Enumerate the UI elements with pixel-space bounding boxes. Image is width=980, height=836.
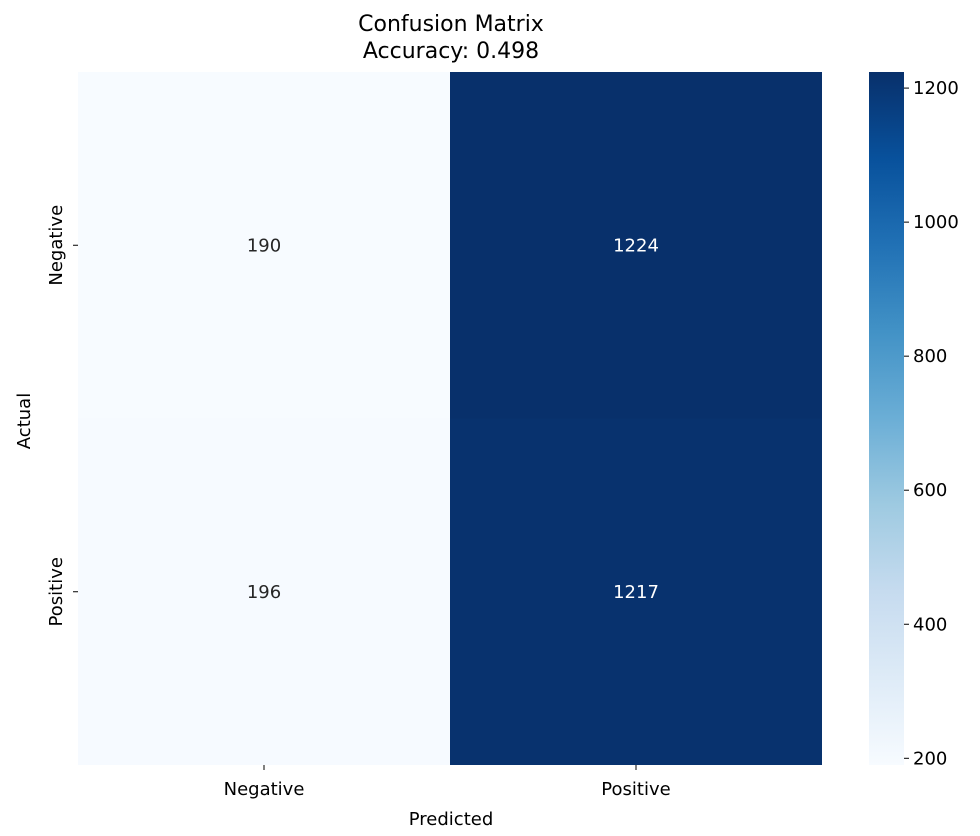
cell-value-label: 196 [247, 582, 281, 603]
colorbar-tick-label: 1000 [913, 212, 959, 233]
chart-subtitle: Accuracy: 0.498 [363, 39, 539, 64]
x-tick-label: Positive [601, 779, 670, 800]
colorbar-tick-label: 600 [913, 480, 947, 501]
y-axis-ticks: Negative Positive [46, 205, 78, 626]
cell-value-label: 190 [247, 235, 281, 256]
x-axis-label: Predicted [409, 809, 494, 830]
heatmap-cell [450, 418, 822, 765]
colorbar [869, 72, 904, 765]
colorbar-tick-label: 800 [913, 346, 947, 367]
heatmap-cell [78, 72, 450, 419]
cell-value-label: 1224 [613, 235, 659, 256]
y-axis-label: Actual [14, 393, 35, 449]
chart-title: Confusion Matrix [358, 12, 544, 37]
heatmap-cells [78, 72, 822, 765]
colorbar-ticks: 200 400 600 800 1000 1200 [904, 78, 959, 769]
x-axis-ticks: Negative Positive [224, 765, 671, 800]
y-tick-label: Positive [46, 557, 67, 626]
heatmap-cell-labels: 190 1224 196 1217 [247, 235, 659, 603]
heatmap-cell [78, 418, 450, 765]
colorbar-tick-label: 400 [913, 614, 947, 635]
cell-value-label: 1217 [613, 582, 659, 603]
x-tick-label: Negative [224, 779, 305, 800]
heatmap-cell [450, 72, 822, 419]
colorbar-tick-label: 200 [913, 748, 947, 769]
y-tick-label: Negative [46, 205, 67, 286]
colorbar-tick-label: 1200 [913, 78, 959, 99]
